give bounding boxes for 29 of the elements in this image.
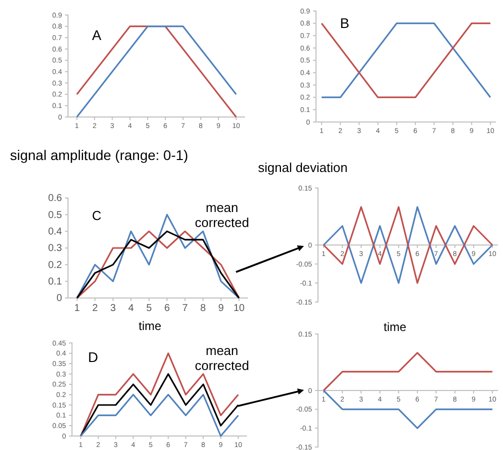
line-series	[76, 230, 240, 299]
line-series	[76, 26, 237, 118]
annotation: A	[92, 27, 102, 43]
y-tick-label: 0.6	[48, 193, 62, 204]
y-tick-label: 0.4	[48, 226, 62, 238]
chart-title: signal amplitude (range: 0-1)	[10, 147, 188, 163]
x-tick-label: 3	[110, 303, 116, 314]
x-tick-label: 10	[233, 303, 245, 314]
annotation: B	[340, 15, 350, 31]
y-tick-label: 0.3	[48, 243, 62, 254]
x-tick-label: 6	[164, 303, 170, 314]
x-tick-label: 4	[128, 303, 134, 314]
x-tick-label: 1	[74, 303, 80, 314]
annotation: mean corrected	[194, 343, 250, 373]
x-tick-label: 2	[92, 303, 98, 314]
x-tick-label: 5	[146, 303, 152, 314]
x-tick-label: 7	[182, 303, 188, 314]
y-tick-label: 0	[56, 293, 62, 304]
x-tick-label: 9	[218, 303, 224, 314]
x-tick-label: 8	[200, 303, 206, 314]
chart-title: signal deviation	[258, 160, 348, 175]
x-axis-title: time	[384, 320, 407, 334]
y-tick-label: 0.2	[48, 260, 62, 271]
annotation: C	[92, 208, 102, 223]
x-axis-title: time	[138, 319, 162, 333]
y-tick-label: 0.5	[48, 210, 62, 221]
annotation: mean corrected	[194, 200, 250, 230]
y-tick-label: 0.1	[48, 276, 62, 288]
annotation: D	[88, 349, 98, 365]
